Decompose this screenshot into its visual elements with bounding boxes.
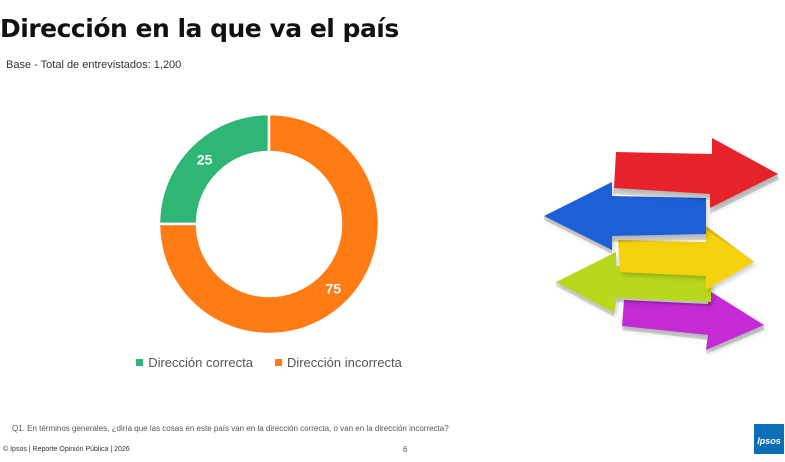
legend-label-incorrecta: Dirección incorrecta	[286, 355, 402, 370]
blue-arrow	[544, 182, 706, 254]
data-label-2: 75	[326, 280, 342, 296]
donut-chart: 25 75	[157, 112, 381, 336]
footer-text: © Ipsos | Reporte Opinión Pública | 2026	[3, 446, 130, 453]
legend-item-correcta: Dirección correcta	[136, 355, 253, 370]
chart-legend: Dirección correcta Dirección incorrecta	[136, 355, 402, 370]
page-title: Dirección en la que va el país	[0, 14, 399, 43]
base-subtitle: Base - Total de entrevistados: 1,200	[6, 59, 182, 71]
magenta-arrow	[622, 290, 764, 354]
legend-label-correcta: Dirección correcta	[148, 355, 253, 370]
yellow-arrow	[618, 226, 754, 290]
colorful-arrows-icon	[544, 138, 778, 354]
ipsos-logo: Ipsos	[754, 424, 784, 454]
legend-item-incorrecta: Dirección incorrecta	[274, 355, 402, 370]
data-label-1: 25	[197, 152, 213, 168]
donut-slice-1	[157, 112, 271, 226]
page-number: 6	[403, 445, 408, 454]
red-arrow	[614, 138, 778, 214]
donut-slice-2	[157, 112, 381, 336]
question-footnote: Q1. En términos generales, ¿diría que la…	[12, 424, 449, 433]
legend-swatch-correcta	[136, 359, 144, 366]
legend-swatch-incorrecta	[274, 359, 282, 366]
